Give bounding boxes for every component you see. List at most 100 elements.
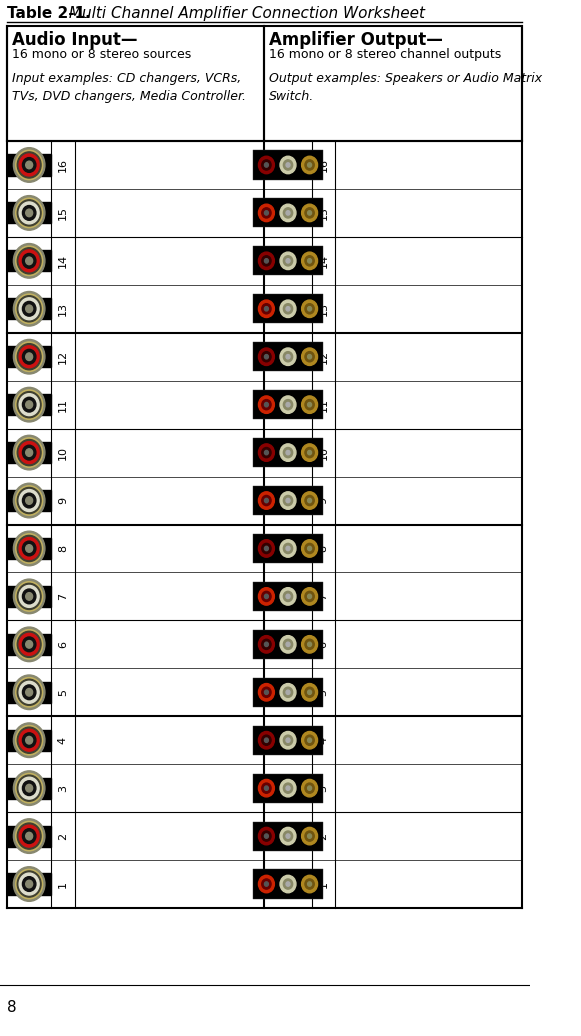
Circle shape	[16, 534, 42, 564]
Circle shape	[16, 678, 42, 707]
Circle shape	[286, 642, 290, 646]
Circle shape	[19, 729, 39, 751]
Bar	[7, 251, 51, 271]
Circle shape	[13, 818, 45, 854]
Circle shape	[264, 738, 268, 743]
Circle shape	[16, 294, 42, 323]
Bar	[7, 826, 51, 846]
Circle shape	[305, 495, 314, 506]
Circle shape	[307, 834, 311, 838]
Circle shape	[19, 825, 39, 847]
Bar	[8, 26, 522, 141]
Circle shape	[307, 882, 311, 886]
Text: 16: 16	[318, 157, 328, 172]
Circle shape	[23, 685, 36, 699]
Bar	[7, 202, 51, 224]
Circle shape	[19, 394, 39, 415]
Bar	[253, 438, 323, 467]
Circle shape	[280, 252, 296, 269]
Circle shape	[19, 154, 39, 176]
Circle shape	[280, 540, 296, 557]
Circle shape	[264, 786, 268, 790]
Circle shape	[23, 445, 36, 460]
Text: 11: 11	[58, 398, 68, 411]
Circle shape	[284, 592, 293, 602]
Circle shape	[284, 400, 293, 410]
Circle shape	[307, 402, 311, 407]
Circle shape	[26, 305, 33, 313]
Circle shape	[17, 823, 41, 850]
Circle shape	[26, 593, 33, 600]
Circle shape	[19, 441, 39, 463]
Circle shape	[286, 786, 290, 790]
Circle shape	[305, 351, 314, 362]
Circle shape	[26, 162, 33, 169]
Bar	[253, 534, 323, 563]
Circle shape	[302, 443, 318, 461]
Circle shape	[284, 256, 293, 266]
Text: 2: 2	[58, 833, 68, 839]
Circle shape	[264, 498, 268, 502]
Text: 13: 13	[58, 301, 68, 316]
Bar	[253, 582, 323, 611]
Circle shape	[264, 163, 268, 167]
Circle shape	[19, 682, 39, 703]
Circle shape	[302, 156, 318, 174]
Circle shape	[13, 723, 45, 757]
Circle shape	[280, 779, 296, 797]
Circle shape	[19, 297, 39, 320]
Circle shape	[262, 495, 271, 506]
Circle shape	[286, 690, 290, 694]
Circle shape	[17, 488, 41, 514]
Circle shape	[307, 642, 311, 646]
Circle shape	[302, 492, 318, 510]
Text: Input examples: CD changers, VCRs,
TVs, DVD changers, Media Controller.: Input examples: CD changers, VCRs, TVs, …	[12, 71, 246, 103]
Text: 3: 3	[58, 784, 68, 792]
Circle shape	[17, 631, 41, 658]
Circle shape	[13, 531, 45, 566]
Bar	[7, 154, 51, 175]
Circle shape	[19, 873, 39, 895]
Circle shape	[307, 498, 311, 502]
Circle shape	[262, 448, 271, 458]
Text: 10: 10	[58, 445, 68, 460]
Text: Audio Input—: Audio Input—	[12, 31, 137, 49]
Circle shape	[17, 583, 41, 609]
Text: 5: 5	[318, 689, 328, 696]
Circle shape	[264, 451, 268, 455]
Circle shape	[286, 163, 290, 167]
Circle shape	[305, 879, 314, 889]
Circle shape	[280, 348, 296, 366]
Text: 11: 11	[318, 398, 328, 411]
Circle shape	[284, 495, 293, 506]
Bar	[253, 486, 323, 515]
Circle shape	[264, 402, 268, 407]
Circle shape	[13, 148, 45, 182]
Text: Amplifier Output—: Amplifier Output—	[269, 31, 443, 49]
Text: 16: 16	[58, 157, 68, 172]
Bar	[7, 682, 51, 702]
Circle shape	[264, 690, 268, 694]
Circle shape	[16, 150, 42, 179]
Circle shape	[280, 875, 296, 893]
Bar	[253, 150, 323, 179]
Circle shape	[302, 252, 318, 269]
Circle shape	[13, 243, 45, 278]
Bar	[253, 630, 323, 659]
Circle shape	[259, 540, 274, 557]
Circle shape	[305, 400, 314, 410]
Text: 1: 1	[318, 881, 328, 888]
Circle shape	[284, 687, 293, 697]
Circle shape	[264, 546, 268, 551]
Circle shape	[307, 307, 311, 311]
Circle shape	[259, 779, 274, 797]
Circle shape	[17, 392, 41, 418]
Circle shape	[262, 400, 271, 410]
Text: 14: 14	[318, 254, 328, 268]
Circle shape	[17, 295, 41, 322]
Circle shape	[262, 687, 271, 697]
Text: 2: 2	[318, 833, 328, 839]
Circle shape	[264, 210, 268, 215]
Circle shape	[26, 881, 33, 888]
Circle shape	[284, 543, 293, 553]
